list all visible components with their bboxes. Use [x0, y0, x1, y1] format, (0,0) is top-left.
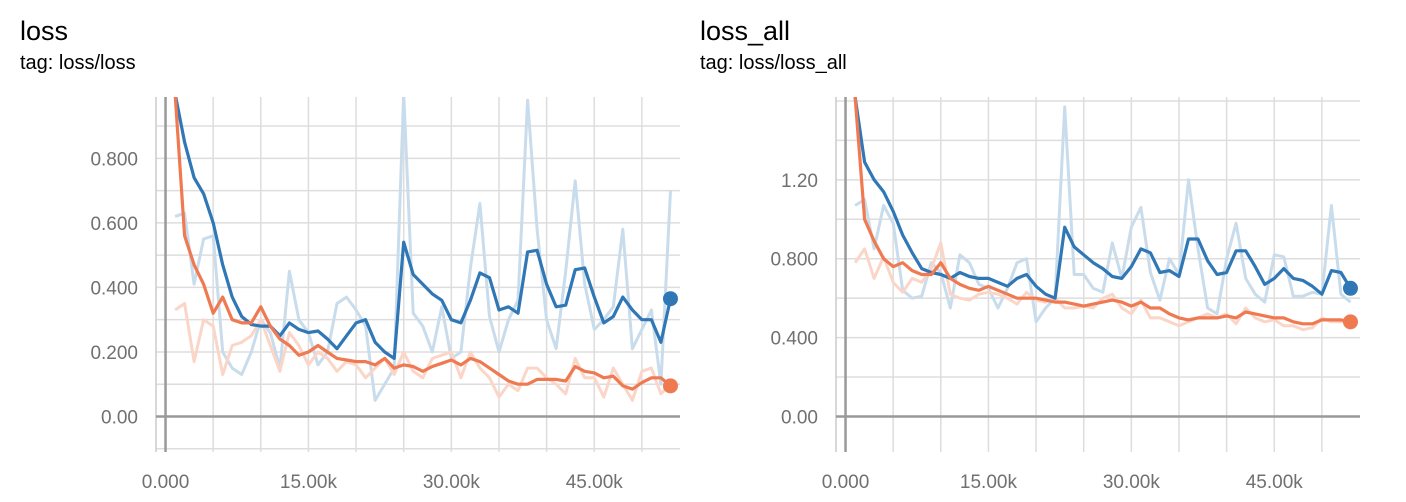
x-tick-label: 15.00k	[960, 472, 1018, 493]
x-tick-label: 30.00k	[423, 472, 481, 493]
y-tick-label: 1.20	[781, 171, 818, 192]
series-smoothed-line-blue	[853, 97, 1352, 300]
chart-subtitle: tag: loss/loss	[20, 52, 136, 74]
y-tick-label: 0.400	[90, 278, 138, 299]
series-smoothed-line-orange	[853, 97, 1351, 326]
series-smoothed-line-orange	[173, 97, 672, 391]
chart-card-loss-all: loss_all tag: loss/loss_all 0.00 0.400 0.8…	[680, 0, 1383, 502]
series-raw-line-blue	[854, 105, 1352, 324]
chart-title: loss	[20, 16, 69, 46]
series-end-marker-orange	[662, 378, 678, 394]
y-tick-label: 0.400	[770, 329, 818, 350]
x-tick-label: 45.00k	[566, 472, 624, 493]
series-end-marker-blue	[662, 291, 678, 307]
y-tick-label: 0.800	[90, 149, 138, 170]
y-tick-label: 0.800	[770, 250, 818, 271]
y-tick-label: 0.00	[101, 408, 138, 429]
series-end-marker-blue	[1342, 280, 1358, 296]
x-tick-label: 0.000	[142, 472, 190, 493]
series-end-marker-orange	[1342, 314, 1358, 330]
x-tick-label: 30.00k	[1103, 472, 1161, 493]
y-tick-label: 0.200	[90, 343, 138, 364]
y-tick-label: 0.600	[90, 214, 138, 235]
series-smoothed-line-blue	[174, 97, 673, 360]
series-raw-line-orange	[853, 241, 1351, 332]
chart-card-loss: loss tag: loss/loss 0.00 0.200 0.400 0.600 0…	[0, 0, 703, 502]
loss-all-chart[interactable]: 0.00 0.400 0.800 1.20 0.000 15.00k 30.00k 45.00…	[680, 0, 1383, 502]
loss-chart[interactable]: 0.00 0.200 0.400 0.600 0.800 0.000 15.00k 30.00…	[0, 0, 703, 502]
series-raw-line-blue	[174, 97, 672, 402]
chart-subtitle: tag: loss/loss_all	[700, 52, 847, 74]
x-tick-label: 0.000	[822, 472, 870, 493]
chart-title: loss_all	[700, 16, 791, 46]
x-tick-label: 15.00k	[280, 472, 338, 493]
y-tick-label: 0.00	[781, 408, 818, 429]
x-tick-label: 45.00k	[1246, 472, 1304, 493]
